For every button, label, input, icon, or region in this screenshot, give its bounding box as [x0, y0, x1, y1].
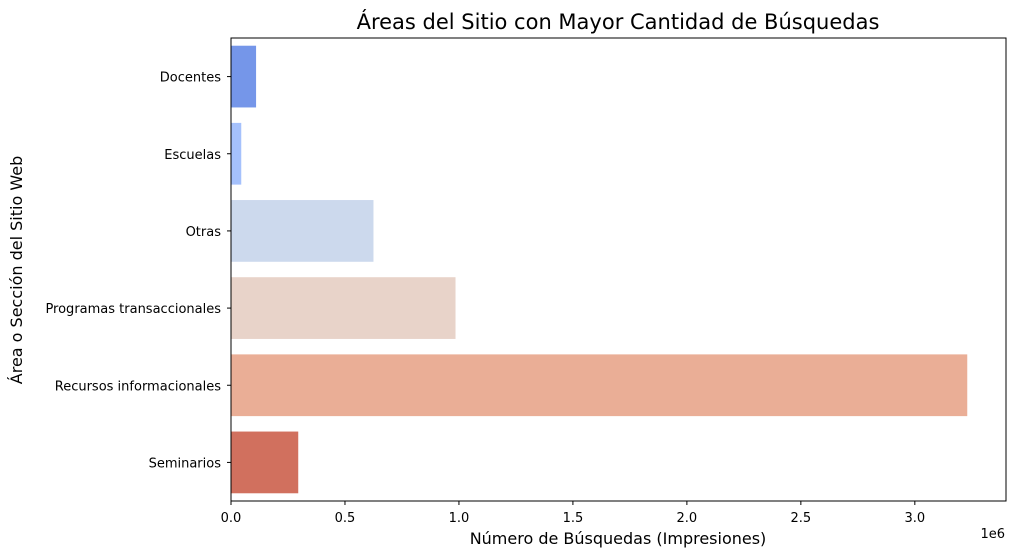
plot-frame — [230, 37, 1007, 502]
y-axis-label: Área o Sección del Sitio Web — [7, 156, 26, 384]
x-axis: 0.0 0.5 1.0 1.5 2.0 2.5 3.0 — [221, 501, 925, 526]
y-tick-label: Escuelas — [164, 148, 221, 163]
bar-recursos-informacionales — [231, 354, 968, 417]
bar-otras — [231, 200, 374, 262]
y-tick-label: Programas transaccionales — [45, 302, 221, 317]
x-tick-label: 3.0 — [904, 511, 925, 526]
x-tick-label: 1.5 — [563, 511, 584, 526]
bars-group — [231, 45, 968, 494]
x-axis-offset-label: 1e6 — [980, 527, 1005, 542]
y-tick-label: Recursos informacionales — [55, 379, 221, 394]
bar-escuelas — [231, 122, 242, 185]
x-tick-label: 2.0 — [677, 511, 698, 526]
y-tick-label: Otras — [186, 225, 222, 240]
y-axis: Docentes Escuelas Otras Programas transacci… — [45, 71, 231, 471]
bar-docentes — [231, 45, 257, 108]
chart-title: Áreas del Sitio con Mayor Cantidad de Bú… — [357, 9, 880, 34]
x-tick-label: 2.5 — [791, 511, 812, 526]
x-tick-label: 0.0 — [221, 511, 242, 526]
bar-seminarios — [231, 431, 299, 494]
bar-programas-transaccionales — [231, 277, 456, 339]
x-tick-label: 0.5 — [335, 511, 356, 526]
y-tick-label: Seminarios — [149, 456, 222, 471]
x-axis-label: Número de Búsquedas (Impresiones) — [470, 529, 767, 548]
x-tick-label: 1.0 — [449, 511, 470, 526]
y-tick-label: Docentes — [160, 71, 221, 86]
